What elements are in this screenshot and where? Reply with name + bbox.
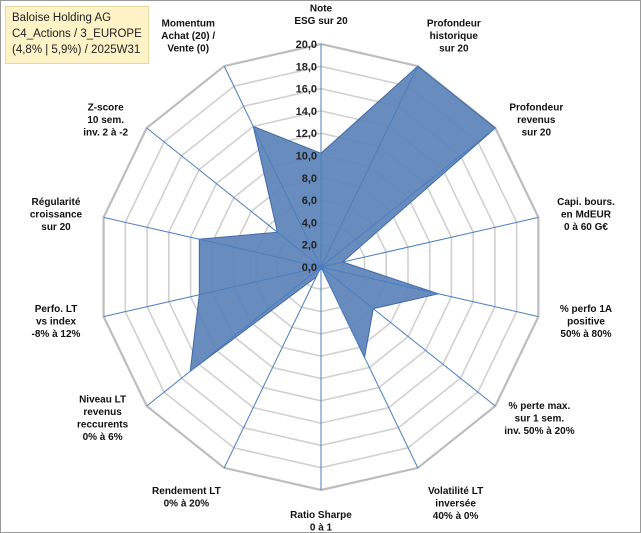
axis-label: Momentum Achat (20) / Vente (0) bbox=[161, 19, 215, 55]
title-box: Baloise Holding AG C4_Actions / 3_EUROPE… bbox=[5, 6, 149, 64]
axis-spoke bbox=[223, 65, 322, 268]
axis-label-line: 50% à 80% bbox=[560, 329, 611, 340]
axis-label-line: inv. 50% à 20% bbox=[504, 426, 575, 437]
axis-label-line: revenus bbox=[517, 115, 556, 126]
axis-label-line: Perfo. LT bbox=[35, 304, 78, 315]
title-category: C4_Actions / 3_EUROPE bbox=[12, 28, 142, 40]
axis-label-line: sur 20 bbox=[439, 44, 469, 55]
axis-spoke bbox=[146, 266, 322, 407]
axis-label-line: Z-score bbox=[88, 103, 125, 114]
axis-label: Rendement LT 0% à 20% bbox=[152, 486, 221, 510]
axis-label: Perfo. LT vs index -8% à 12% bbox=[32, 304, 81, 340]
axis-label: % perte max. sur 1 sem. inv. 50% à 20% bbox=[504, 401, 575, 437]
axis-label-line: positive bbox=[567, 317, 605, 328]
axis-label-line: ESG sur 20 bbox=[294, 16, 348, 27]
axis-label-line: sur 20 bbox=[41, 222, 71, 233]
axis-label-line: 0% à 20% bbox=[164, 499, 210, 510]
axis-label-line: Volatilité LT bbox=[428, 486, 483, 497]
axis-label-line: Capi. bours. bbox=[557, 197, 615, 208]
axis-label: Volatilité LT inversée 40% à 0% bbox=[428, 486, 483, 522]
axis-label-line: 10 sem. bbox=[87, 115, 124, 126]
axis-label-line: % perte max. bbox=[509, 401, 571, 412]
title-company: Baloise Holding AG bbox=[12, 12, 112, 24]
axis-label: Régularité croissance sur 20 bbox=[30, 197, 83, 233]
axis-label-line: Régularité bbox=[32, 197, 81, 208]
axis-spoke bbox=[320, 266, 419, 469]
axis-label: Capi. bours. en MdEUR 0 à 60 G€ bbox=[557, 197, 615, 233]
axis-label-line: Ratio Sharpe bbox=[290, 510, 352, 521]
axis-label-line: 0 à 1 bbox=[310, 523, 333, 533]
axis-label-line: vs index bbox=[36, 317, 76, 328]
axis-label-line: sur 20 bbox=[522, 128, 552, 139]
tick-label: 18,0 bbox=[296, 61, 317, 73]
tick-label: 16,0 bbox=[296, 84, 317, 96]
axis-label: Z-score 10 sem. inv. 2 à -2 bbox=[83, 103, 128, 139]
tick-label: 6,0 bbox=[302, 195, 317, 207]
axis-spoke bbox=[320, 65, 419, 268]
tick-label: 8,0 bbox=[302, 173, 317, 185]
axis-spoke bbox=[320, 266, 496, 407]
axis-spoke bbox=[320, 216, 539, 268]
axis-spoke bbox=[320, 266, 539, 318]
axis-label-line: en MdEUR bbox=[561, 209, 612, 220]
axis-label-line: Note bbox=[310, 4, 333, 15]
axis-spoke bbox=[103, 216, 322, 268]
axis-label-line: Rendement LT bbox=[152, 486, 221, 497]
title-period: (4,8% | 5,9%) / 2025W31 bbox=[12, 44, 141, 56]
axis-label-line: revenus bbox=[83, 407, 122, 418]
axis-label: Ratio Sharpe 0 à 1 bbox=[290, 510, 352, 532]
axis-label-line: inv. 2 à -2 bbox=[83, 128, 128, 139]
tick-label: 14,0 bbox=[296, 106, 317, 118]
axis-label: Profondeur revenus sur 20 bbox=[509, 103, 563, 139]
axis-spoke bbox=[103, 266, 322, 318]
axis-spoke bbox=[320, 127, 496, 268]
axis-label-line: Achat (20) / bbox=[161, 31, 215, 42]
axis-label-line: croissance bbox=[30, 209, 83, 220]
axis-label-line: Niveau LT bbox=[79, 395, 126, 406]
axis-label: Niveau LT revenus reccurents 0% à 6% bbox=[77, 395, 129, 444]
tick-label: 12,0 bbox=[296, 128, 317, 140]
tick-label: 20,0 bbox=[296, 39, 317, 51]
axis-label-line: historique bbox=[430, 31, 479, 42]
axis-label: % perfo 1A positive 50% à 80% bbox=[560, 304, 612, 340]
axis-label-line: Momentum bbox=[162, 19, 215, 30]
axis-label: Profondeur historique sur 20 bbox=[427, 19, 481, 55]
tick-label: 0,0 bbox=[302, 262, 317, 274]
axis-label-line: Vente (0) bbox=[167, 44, 209, 55]
axis-label-line: -8% à 12% bbox=[32, 329, 81, 340]
tick-label: 10,0 bbox=[296, 151, 317, 163]
tick-label: 2,0 bbox=[302, 240, 317, 252]
axis-label-line: Profondeur bbox=[509, 103, 563, 114]
axis-label-line: Profondeur bbox=[427, 19, 481, 30]
axis-label-line: 0 à 60 G€ bbox=[564, 222, 608, 233]
axis-label-line: 0% à 6% bbox=[83, 432, 123, 443]
axis-label-line: 40% à 0% bbox=[433, 511, 479, 522]
axis-label: Note ESG sur 20 bbox=[294, 4, 348, 28]
axis-label-line: sur 1 sem. bbox=[515, 413, 565, 424]
axis-spoke bbox=[146, 127, 322, 268]
axis-label-line: % perfo 1A bbox=[560, 304, 612, 315]
tick-label: 4,0 bbox=[302, 217, 317, 229]
axis-spoke bbox=[223, 266, 322, 469]
axis-label-line: inversée bbox=[435, 499, 476, 510]
axis-label-line: reccurents bbox=[77, 420, 129, 431]
